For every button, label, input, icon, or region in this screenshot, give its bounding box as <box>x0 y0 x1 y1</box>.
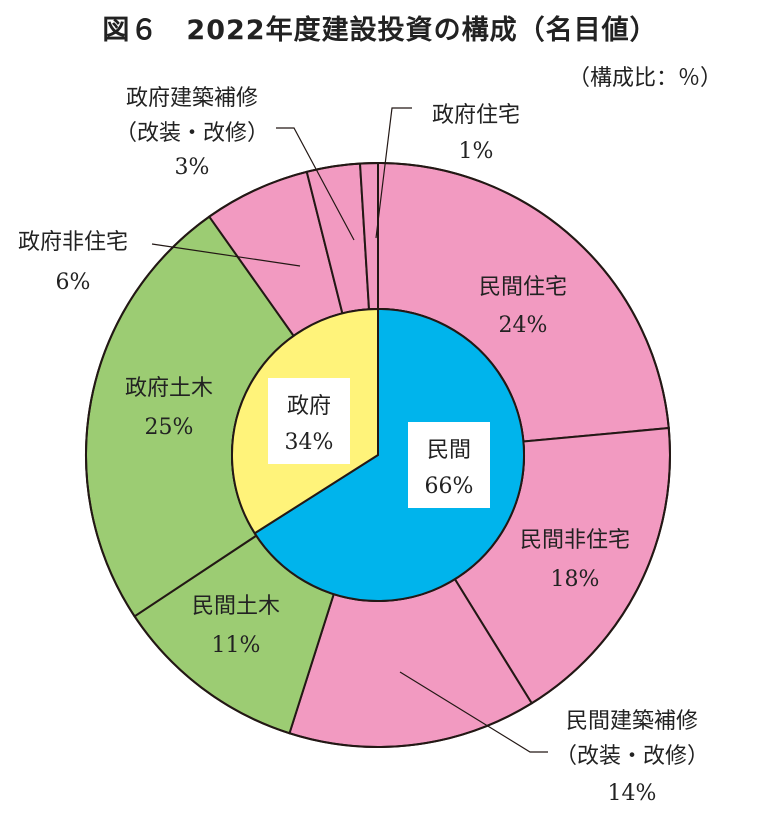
label-private-nonhousing-name: 民間非住宅 <box>520 528 630 553</box>
label-gov-civil-pct: 25% <box>145 415 194 440</box>
leader-lines <box>151 107 548 753</box>
label-gov-nonhousing-pct: 6% <box>56 270 91 295</box>
unit-label: （構成比：％） <box>567 66 722 91</box>
leader-gov-nonhousing <box>151 243 301 267</box>
label-gov-repair-name1: 政府建築補修 <box>126 86 258 111</box>
inner-ring <box>231 307 525 602</box>
label-gov-housing-name: 政府住宅 <box>432 103 520 128</box>
leader-gov-housing <box>375 107 412 239</box>
chart-title: 図６ 2022年度建設投資の構成（名目値） <box>102 15 658 46</box>
label-private-repair-name1: 民間建築補修 <box>566 709 698 734</box>
inner-label-box-gov <box>268 378 350 464</box>
label-private-repair-name2: （改装・改修） <box>555 744 709 769</box>
label-inner-gov-name: 政府 <box>287 394 331 419</box>
leader-gov-repair <box>276 127 355 241</box>
label-private-housing-name: 民間住宅 <box>479 275 567 300</box>
leader-private-repair <box>399 671 548 753</box>
label-gov-civil-name: 政府土木 <box>125 376 213 401</box>
label-private-nonhousing-pct: 18% <box>551 567 600 592</box>
outer-boundary <box>85 162 671 748</box>
label-inner-private-name: 民間 <box>427 438 471 463</box>
label-gov-housing-pct: 1% <box>459 139 494 164</box>
label-gov-repair-name2: （改装・改修） <box>115 121 269 146</box>
label-inner-private-pct: 66% <box>425 474 474 499</box>
label-gov-repair-pct: 3% <box>175 155 210 180</box>
label-private-civil-pct: 11% <box>212 633 261 658</box>
label-gov-nonhousing-name: 政府非住宅 <box>18 230 128 255</box>
label-private-housing-pct: 24% <box>499 313 548 338</box>
segment-inner-private <box>253 307 525 602</box>
label-private-civil-name: 民間土木 <box>192 594 280 619</box>
inner-label-box-private <box>408 422 490 508</box>
label-private-repair-pct: 14% <box>608 781 657 806</box>
label-inner-gov-pct: 34% <box>285 430 334 455</box>
